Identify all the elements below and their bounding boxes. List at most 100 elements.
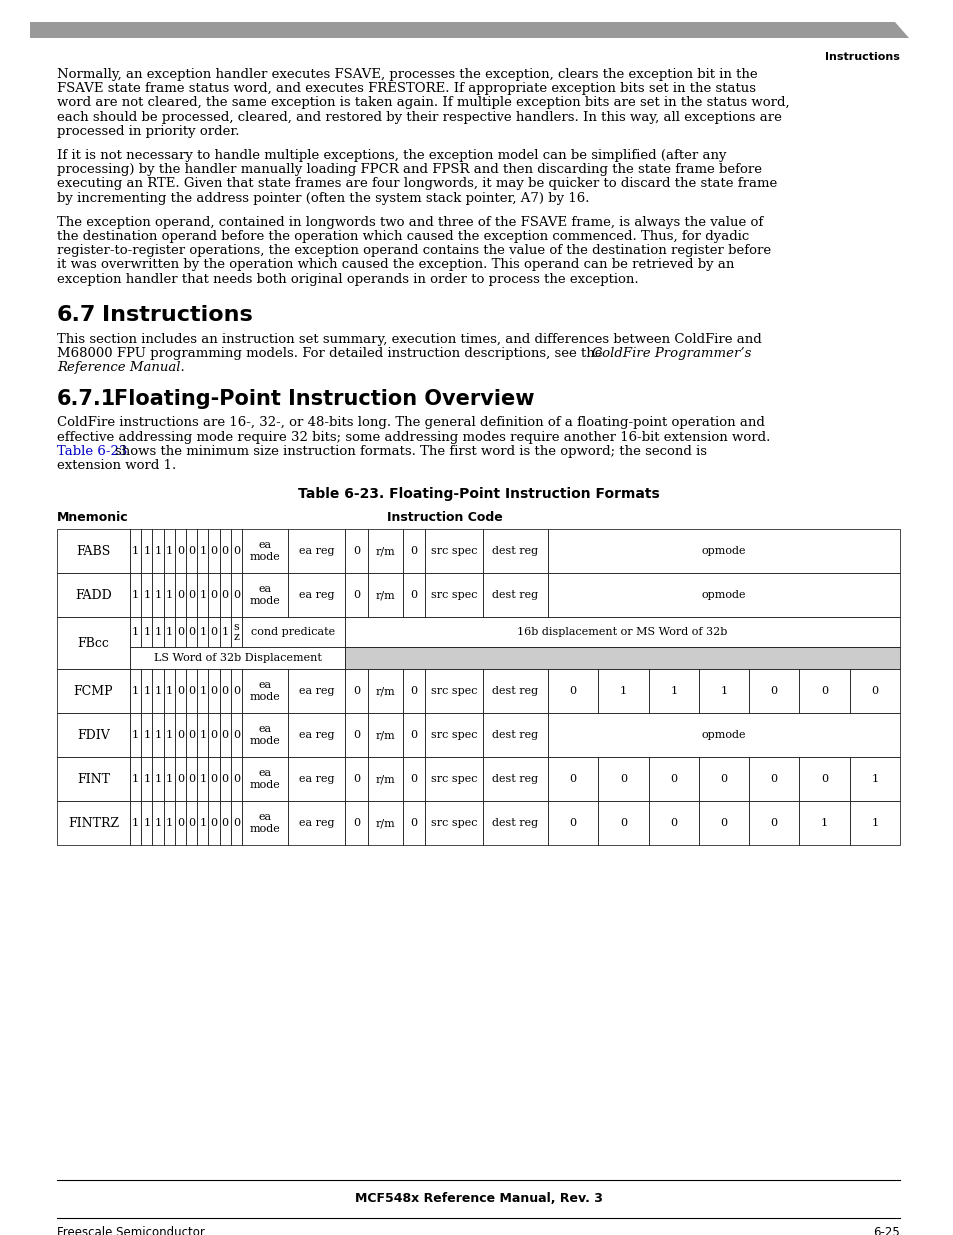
Bar <box>242 618 345 647</box>
Bar <box>288 802 345 845</box>
Text: 1: 1 <box>132 819 139 829</box>
Text: 0: 0 <box>410 730 417 740</box>
Text: exception handler that needs both original operands in order to process the exce: exception handler that needs both origin… <box>57 273 638 285</box>
Bar <box>57 802 130 845</box>
Text: 0: 0 <box>353 819 359 829</box>
Text: 1: 1 <box>166 546 172 556</box>
Bar <box>231 618 242 647</box>
Bar <box>130 669 141 713</box>
Text: Reference Manual.: Reference Manual. <box>57 361 185 374</box>
Bar <box>482 713 547 757</box>
Text: r/m: r/m <box>375 774 395 784</box>
Bar <box>163 530 174 573</box>
Text: ea reg: ea reg <box>298 730 334 740</box>
Bar <box>152 713 163 757</box>
Text: it was overwritten by the operation which caused the exception. This operand can: it was overwritten by the operation whic… <box>57 258 734 272</box>
Text: FINT: FINT <box>77 773 110 785</box>
Bar <box>231 573 242 618</box>
Bar <box>598 802 648 845</box>
Bar <box>345 573 368 618</box>
Bar <box>288 669 345 713</box>
Text: 1: 1 <box>199 590 206 600</box>
Bar <box>482 757 547 802</box>
Text: ea reg: ea reg <box>298 687 334 697</box>
Text: 0: 0 <box>211 546 217 556</box>
Bar <box>424 573 482 618</box>
Text: src spec: src spec <box>431 774 476 784</box>
Bar <box>699 757 748 802</box>
Bar <box>130 573 141 618</box>
Text: 0: 0 <box>188 819 195 829</box>
Bar <box>547 757 598 802</box>
Bar <box>163 802 174 845</box>
Bar <box>748 802 799 845</box>
Bar <box>482 669 547 713</box>
Text: 1: 1 <box>821 819 827 829</box>
Bar <box>174 757 186 802</box>
Text: 0: 0 <box>188 687 195 697</box>
Text: effective addressing mode require 32 bits; some addressing modes require another: effective addressing mode require 32 bit… <box>57 431 770 443</box>
Bar <box>368 802 402 845</box>
Text: 1: 1 <box>166 774 172 784</box>
Text: src spec: src spec <box>431 546 476 556</box>
Bar <box>598 669 648 713</box>
Bar <box>208 669 219 713</box>
Text: 1: 1 <box>143 627 151 637</box>
Text: 6.7: 6.7 <box>57 305 96 325</box>
Bar <box>748 757 799 802</box>
Bar <box>288 713 345 757</box>
Text: MCF548x Reference Manual, Rev. 3: MCF548x Reference Manual, Rev. 3 <box>355 1192 601 1205</box>
Text: Instructions: Instructions <box>824 52 899 62</box>
Text: ColdFire instructions are 16-, 32-, or 48-bits long. The general definition of a: ColdFire instructions are 16-, 32-, or 4… <box>57 416 764 430</box>
Text: 0: 0 <box>233 687 240 697</box>
Text: 0: 0 <box>211 590 217 600</box>
Text: FBcc: FBcc <box>77 637 110 650</box>
Bar <box>482 802 547 845</box>
Bar <box>231 669 242 713</box>
Bar <box>152 530 163 573</box>
Text: 1: 1 <box>143 774 151 784</box>
Text: 1: 1 <box>132 730 139 740</box>
Text: Table 6-23. Floating-Point Instruction Formats: Table 6-23. Floating-Point Instruction F… <box>297 487 659 501</box>
Text: dest reg: dest reg <box>492 774 538 784</box>
Text: 0: 0 <box>221 730 229 740</box>
Text: ea
mode: ea mode <box>250 813 280 834</box>
Text: 0: 0 <box>720 774 727 784</box>
Text: 0: 0 <box>353 774 359 784</box>
Bar <box>799 757 849 802</box>
Bar <box>163 669 174 713</box>
Text: 6-25: 6-25 <box>872 1226 899 1235</box>
Bar <box>402 757 424 802</box>
Text: 1: 1 <box>154 819 161 829</box>
Bar <box>849 669 899 713</box>
Text: 0: 0 <box>410 819 417 829</box>
Bar <box>288 573 345 618</box>
Text: 0: 0 <box>211 687 217 697</box>
Bar <box>849 802 899 845</box>
Text: 0: 0 <box>188 546 195 556</box>
Bar <box>482 573 547 618</box>
Bar <box>547 669 598 713</box>
Text: r/m: r/m <box>375 590 395 600</box>
Bar <box>141 573 152 618</box>
Bar <box>402 530 424 573</box>
Bar <box>547 573 899 618</box>
Bar <box>197 669 208 713</box>
Text: 0: 0 <box>176 819 184 829</box>
Text: 0: 0 <box>410 546 417 556</box>
Bar <box>57 669 130 713</box>
Bar <box>242 573 288 618</box>
Text: 0: 0 <box>188 590 195 600</box>
Text: 6.7.1: 6.7.1 <box>57 389 116 409</box>
Text: 1: 1 <box>154 687 161 697</box>
Text: LS Word of 32b Displacement: LS Word of 32b Displacement <box>153 653 321 663</box>
Text: cond predicate: cond predicate <box>252 627 335 637</box>
Bar <box>197 713 208 757</box>
Text: FABS: FABS <box>76 545 111 558</box>
Text: 1: 1 <box>199 774 206 784</box>
Bar <box>219 713 231 757</box>
Bar <box>130 713 141 757</box>
Text: This section includes an instruction set summary, execution times, and differenc: This section includes an instruction set… <box>57 332 760 346</box>
Text: 0: 0 <box>870 687 878 697</box>
Text: ea
mode: ea mode <box>250 541 280 562</box>
